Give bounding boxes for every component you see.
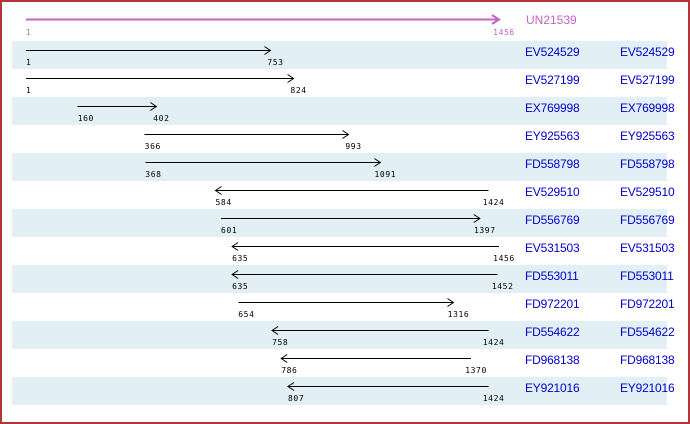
alignment-arrow-icon <box>231 270 498 279</box>
accession-link-duplicate[interactable]: EY925563 <box>620 129 675 143</box>
alignment-arrow-icon <box>280 354 472 363</box>
alignment-row: 368 1091 FD558798 FD558798 <box>2 153 688 181</box>
reference-label: UN21539 <box>526 13 577 27</box>
alignment-end-coordinate: 1452 <box>491 282 514 291</box>
alignment-arrow-icon <box>26 74 295 83</box>
row-stripe <box>12 265 667 293</box>
alignment-row: 584 1424 EV529510 EV529510 <box>2 181 688 209</box>
accession-link[interactable]: EX769998 <box>525 101 580 115</box>
row-stripe <box>12 209 667 237</box>
accession-link[interactable]: FD556769 <box>525 213 580 227</box>
alignment-row: 758 1424 FD554622 FD554622 <box>2 321 688 349</box>
accession-link[interactable]: FD972201 <box>525 297 580 311</box>
alignment-row: 635 1456 EV531503 EV531503 <box>2 237 688 265</box>
alignment-arrow-icon <box>214 186 489 195</box>
alignment-end-coordinate: 824 <box>290 86 307 95</box>
accession-link[interactable]: EV531503 <box>525 241 580 255</box>
alignment-start-coordinate: 654 <box>238 310 255 319</box>
alignment-start-coordinate: 584 <box>215 198 232 207</box>
alignment-end-coordinate: 993 <box>345 142 362 151</box>
accession-link-duplicate[interactable]: FD554622 <box>620 325 675 339</box>
row-stripe <box>12 349 667 377</box>
alignment-arrow-icon <box>77 102 158 111</box>
alignment-start-coordinate: 807 <box>288 394 305 403</box>
accession-link-duplicate[interactable]: FD558798 <box>620 157 675 171</box>
accession-link-duplicate[interactable]: FD553011 <box>620 269 674 283</box>
alignment-row: 786 1370 FD968138 FD968138 <box>2 349 688 377</box>
alignment-arrow-icon <box>144 130 350 139</box>
alignment-row: 807 1424 EY921016 EY921016 <box>2 377 688 405</box>
alignment-start-coordinate: 160 <box>77 114 94 123</box>
accession-link[interactable]: EV527199 <box>525 73 580 87</box>
alignment-row: 1 753 EV524529 EV524529 <box>2 41 688 69</box>
accession-link-duplicate[interactable]: EV531503 <box>620 241 675 255</box>
row-stripe <box>12 293 667 321</box>
accession-link[interactable]: EV524529 <box>525 45 580 59</box>
alignment-start-coordinate: 786 <box>281 366 298 375</box>
row-stripe <box>12 153 667 181</box>
alignment-row: 635 1452 FD553011 FD553011 <box>2 265 688 293</box>
reference-end-coordinate: 1456 <box>493 28 515 37</box>
accession-link-duplicate[interactable]: EV529510 <box>620 185 675 199</box>
alignment-row: 601 1397 FD556769 FD556769 <box>2 209 688 237</box>
accession-link-duplicate[interactable]: EV527199 <box>620 73 675 87</box>
alignment-start-coordinate: 758 <box>272 338 289 347</box>
alignment-arrow-icon <box>287 382 489 391</box>
accession-link[interactable]: FD558798 <box>525 157 580 171</box>
row-stripe <box>12 69 667 97</box>
accession-link[interactable]: FD554622 <box>525 325 580 339</box>
alignment-end-coordinate: 1316 <box>447 310 470 319</box>
alignment-end-coordinate: 1424 <box>482 338 505 347</box>
reference-arrow-icon <box>26 14 501 25</box>
alignment-arrow-icon <box>271 326 489 335</box>
accession-link[interactable]: EV529510 <box>525 185 580 199</box>
alignment-start-coordinate: 635 <box>232 282 249 291</box>
accession-link-duplicate[interactable]: EY921016 <box>620 381 675 395</box>
reference-start-coordinate: 1 <box>26 28 32 37</box>
alignment-end-coordinate: 753 <box>267 58 284 67</box>
alignment-start-coordinate: 635 <box>232 254 249 263</box>
row-stripe <box>12 237 667 265</box>
row-stripe <box>12 41 667 69</box>
accession-link[interactable]: EY925563 <box>525 129 580 143</box>
row-stripe <box>12 377 667 405</box>
alignment-arrow-icon <box>231 242 499 251</box>
alignment-end-coordinate: 1397 <box>473 226 496 235</box>
alignment-end-coordinate: 1091 <box>374 170 397 179</box>
alignment-end-coordinate: 1424 <box>482 198 505 207</box>
alignment-arrow-icon <box>145 158 382 167</box>
alignment-arrow-icon <box>26 46 272 55</box>
alignment-start-coordinate: 366 <box>144 142 161 151</box>
alignment-end-coordinate: 1456 <box>493 254 515 263</box>
accession-link-duplicate[interactable]: FD972201 <box>620 297 675 311</box>
alignment-arrow-icon <box>238 298 455 307</box>
alignment-start-coordinate: 1 <box>26 86 32 95</box>
accession-link-duplicate[interactable]: FD968138 <box>620 353 675 367</box>
accession-link-duplicate[interactable]: EX769998 <box>620 101 675 115</box>
accession-link-duplicate[interactable]: FD556769 <box>620 213 675 227</box>
alignment-row: 654 1316 FD972201 FD972201 <box>2 293 688 321</box>
accession-link[interactable]: FD968138 <box>525 353 580 367</box>
row-stripe <box>12 97 667 125</box>
accession-link[interactable]: FD553011 <box>525 269 579 283</box>
row-stripe <box>12 181 667 209</box>
alignment-start-coordinate: 601 <box>221 226 238 235</box>
alignment-row: 1 824 EV527199 EV527199 <box>2 69 688 97</box>
alignment-row: 366 993 EY925563 EY925563 <box>2 125 688 153</box>
reference-header-row: UN21539 1 1456 <box>2 2 688 41</box>
row-stripe <box>12 321 667 349</box>
row-stripe <box>12 125 667 153</box>
alignment-end-coordinate: 1370 <box>465 366 487 375</box>
alignment-end-coordinate: 402 <box>153 114 170 123</box>
alignment-start-coordinate: 368 <box>145 170 162 179</box>
accession-link-duplicate[interactable]: EV524529 <box>620 45 675 59</box>
alignment-end-coordinate: 1424 <box>482 394 505 403</box>
alignment-row: 160 402 EX769998 EX769998 <box>2 97 688 125</box>
alignment-arrow-icon <box>221 214 481 223</box>
alignment-start-coordinate: 1 <box>26 58 32 67</box>
accession-link[interactable]: EY921016 <box>525 381 580 395</box>
